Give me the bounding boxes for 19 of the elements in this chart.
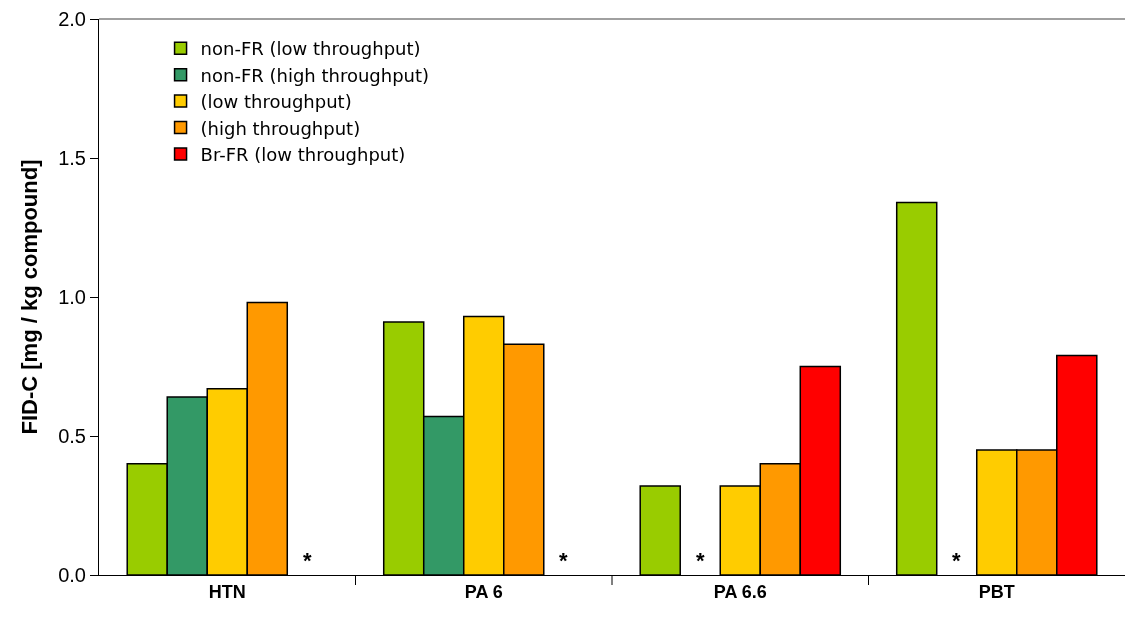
legend-label: (low throughput) [200,91,352,113]
y-axis-title: FID-C [mg / kg compound] [16,159,42,435]
legend-label: non-FR (high throughput) [200,64,430,86]
legend-label: non-FR (low throughput) [200,38,421,60]
x-tick-label: PA 6 [464,581,503,602]
y-tick-label: 1.5 [58,147,86,169]
y-tick-label: 0.5 [58,425,86,447]
annotation: * [303,548,312,573]
y-tick-label: 1.0 [58,286,86,308]
x-tick-label: HTN [208,581,246,602]
annotation: * [559,548,568,573]
x-tick-label: PA 6.6 [713,581,767,602]
annotation: * [696,548,705,573]
annotation: * [952,548,961,573]
y-tick-label: 0.0 [58,564,86,586]
x-tick-label: PBT [978,581,1015,602]
legend-label: (high throughput) [200,117,361,139]
y-tick-label: 2.0 [58,8,86,30]
legend-label: Br-FR (low throughput) [200,143,406,165]
